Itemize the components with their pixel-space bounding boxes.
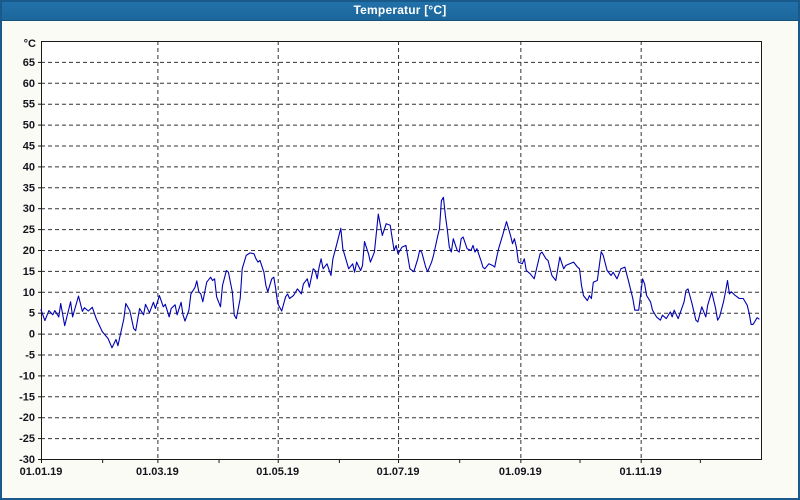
y-tick-label: -20	[19, 412, 35, 424]
y-axis-unit-label: °C	[24, 38, 36, 50]
y-tick-label: 30	[23, 203, 35, 215]
y-gridlines	[41, 61, 761, 440]
x-tick-label: 01.03.19	[136, 466, 179, 478]
y-tick-label: 50	[23, 120, 35, 132]
y-tick-label: -25	[19, 433, 35, 445]
y-tick-label: 40	[23, 161, 35, 173]
y-tick-label: 20	[23, 245, 35, 257]
y-tick-label: 55	[23, 99, 35, 111]
y-tick-label: 10	[23, 287, 35, 299]
x-tick-label: 01.05.19	[256, 466, 299, 478]
x-tick-label: 01.07.19	[377, 466, 420, 478]
y-tick-label: 15	[23, 266, 35, 278]
x-tick-label: 01.11.19	[620, 466, 662, 478]
x-axis-labels: 01.01.19 01.03.19 01.05.19 01.07.19 01.09.19…	[20, 466, 662, 478]
plot-border	[41, 41, 762, 460]
y-tick-label: 25	[23, 224, 35, 236]
y-tick-label: 60	[23, 78, 35, 90]
y-tick-label: 35	[23, 182, 35, 194]
y-tick-label: 65	[23, 57, 35, 69]
y-axis-labels: 65605550454035302520151050-5-10-15-20-25…	[19, 38, 36, 466]
x-tick-label: 01.09.19	[499, 466, 542, 478]
window-titlebar: Temperatur [°C]	[0, 0, 800, 21]
temperature-series-line	[40, 196, 760, 349]
window-title: Temperatur [°C]	[353, 3, 447, 17]
y-tick-label: -5	[25, 350, 35, 362]
y-tick-label: -30	[19, 454, 35, 466]
y-tick-label: -10	[19, 370, 35, 382]
y-tick-label: 0	[29, 329, 35, 341]
x-tick-label: 01.01.19	[20, 466, 63, 478]
y-tick-label: 5	[29, 308, 35, 320]
y-tick-label: -15	[19, 391, 35, 403]
y-tick-label: 45	[23, 141, 35, 153]
